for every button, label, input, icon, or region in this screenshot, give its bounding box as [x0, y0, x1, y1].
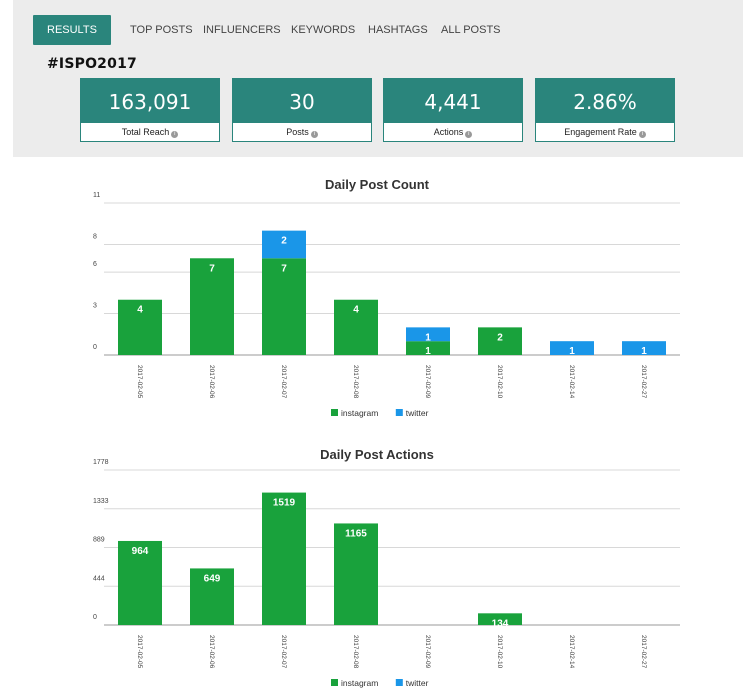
stat-label: Posts — [286, 127, 309, 137]
bar-twitter — [406, 327, 450, 342]
bar-instagram — [118, 540, 162, 625]
legend-swatch-twitter — [395, 679, 403, 686]
info-icon[interactable]: i — [310, 131, 318, 138]
data-label: 1 — [641, 346, 647, 357]
x-tick-label: 2017-02-14 — [568, 365, 575, 399]
data-label: 4 — [137, 305, 143, 316]
y-tick-label: 1778 — [93, 459, 109, 466]
data-label: 964 — [132, 546, 149, 557]
bar-instagram — [406, 341, 450, 355]
data-label: 4 — [353, 305, 359, 316]
stat-label-wrap: Actions i — [384, 123, 522, 142]
legend-swatch-twitter — [395, 409, 403, 416]
stat-label-wrap: Total Reach i — [81, 123, 219, 142]
data-label: 649 — [204, 573, 221, 584]
stat-value: 2.86% — [536, 79, 674, 123]
stat-label: Total Reach — [121, 127, 170, 137]
legend-label-instagram: instagram — [341, 408, 378, 418]
bar-twitter — [622, 341, 666, 355]
y-tick-label: 3 — [93, 303, 97, 310]
bar-twitter — [550, 341, 594, 355]
x-tick-label: 2017-02-27 — [640, 635, 647, 669]
bar-instagram — [478, 327, 522, 355]
tab-keywords[interactable]: KEYWORDS — [291, 24, 356, 36]
bar-instagram — [478, 613, 522, 625]
tab-hashtags[interactable]: HASHTAGS — [368, 24, 428, 36]
bar-instagram — [262, 492, 306, 625]
bar-instagram — [262, 258, 306, 355]
daily-post-actions-chart: Daily Post Actions 0 444 889 1333 1778 964 649 1… — [93, 447, 680, 688]
data-label: 7 — [281, 263, 287, 274]
data-label: 1519 — [273, 498, 296, 509]
stat-card-total-reach: 163,091 Total Reach i — [80, 78, 220, 142]
stat-value: 163,091 — [81, 79, 219, 123]
legend-label-twitter: twitter — [406, 408, 429, 418]
stat-label-wrap: Engagement Rate i — [536, 123, 674, 142]
campaign-title: #ISPO2017 — [47, 56, 137, 72]
legend-label-instagram: instagram — [341, 678, 378, 688]
y-tick-label: 889 — [93, 537, 105, 544]
y-tick-label: 6 — [93, 261, 97, 268]
stat-card-engagement-rate: 2.86% Engagement Rate i — [535, 78, 675, 142]
x-tick-label: 2017-02-08 — [352, 365, 359, 399]
info-icon[interactable]: i — [638, 131, 646, 138]
stat-label: Actions — [433, 127, 464, 137]
data-label: 1 — [425, 346, 431, 357]
legend-swatch-instagram — [331, 679, 338, 686]
x-tick-label: 2017-02-09 — [424, 635, 431, 669]
stat-card-actions: 4,441 Actions i — [383, 78, 523, 142]
bar-instagram — [334, 523, 378, 625]
data-label: 1 — [425, 332, 431, 343]
stat-value: 4,441 — [384, 79, 522, 123]
x-tick-label: 2017-02-06 — [208, 635, 215, 669]
bar-instagram — [118, 299, 162, 355]
data-label: 1165 — [345, 528, 367, 539]
y-tick-label: 444 — [93, 575, 105, 582]
chart-title: Daily Post Count — [325, 177, 430, 192]
bar-instagram — [190, 568, 234, 625]
stat-card-posts: 30 Posts i — [232, 78, 372, 142]
stat-label: Engagement Rate — [564, 127, 637, 137]
x-tick-label: 2017-02-08 — [352, 635, 359, 669]
x-tick-label: 2017-02-10 — [496, 635, 503, 669]
info-icon[interactable]: i — [171, 131, 179, 138]
tab-influencers[interactable]: INFLUENCERS — [203, 24, 281, 36]
tab-top-posts[interactable]: TOP POSTS — [130, 24, 193, 36]
chart-title: Daily Post Actions — [320, 447, 434, 462]
data-label: 2 — [497, 332, 503, 343]
y-tick-label: 1333 — [93, 498, 109, 505]
legend-swatch-instagram — [331, 409, 338, 416]
y-tick-label: 0 — [93, 614, 97, 621]
bar-instagram — [190, 258, 234, 355]
y-tick-label: 11 — [93, 192, 100, 199]
data-label: 1 — [569, 346, 575, 357]
bar-instagram — [334, 299, 378, 355]
y-tick-label: 0 — [93, 344, 97, 351]
data-label: 134 — [492, 618, 509, 629]
info-icon[interactable]: i — [465, 131, 473, 138]
summary-panel: RESULTS TOP POSTS INFLUENCERS KEYWORDS H… — [13, 0, 743, 157]
bar-twitter — [262, 230, 306, 259]
x-tick-label: 2017-02-05 — [136, 635, 143, 669]
x-tick-label: 2017-02-27 — [640, 365, 647, 399]
x-tick-label: 2017-02-14 — [568, 635, 575, 669]
tab-results[interactable]: RESULTS — [33, 15, 111, 45]
x-tick-label: 2017-02-07 — [280, 365, 287, 399]
x-tick-label: 2017-02-10 — [496, 365, 503, 399]
stat-label-wrap: Posts i — [233, 123, 371, 142]
x-tick-label: 2017-02-09 — [424, 365, 431, 399]
x-tick-label: 2017-02-05 — [136, 365, 143, 399]
x-tick-label: 2017-02-06 — [208, 365, 215, 399]
x-tick-label: 2017-02-07 — [280, 635, 287, 669]
tab-all-posts[interactable]: ALL POSTS — [441, 24, 501, 36]
y-tick-label: 8 — [93, 233, 97, 240]
data-label: 2 — [281, 236, 287, 247]
stat-value: 30 — [233, 79, 371, 123]
data-label: 7 — [209, 263, 215, 274]
legend-label-twitter: twitter — [406, 678, 429, 688]
